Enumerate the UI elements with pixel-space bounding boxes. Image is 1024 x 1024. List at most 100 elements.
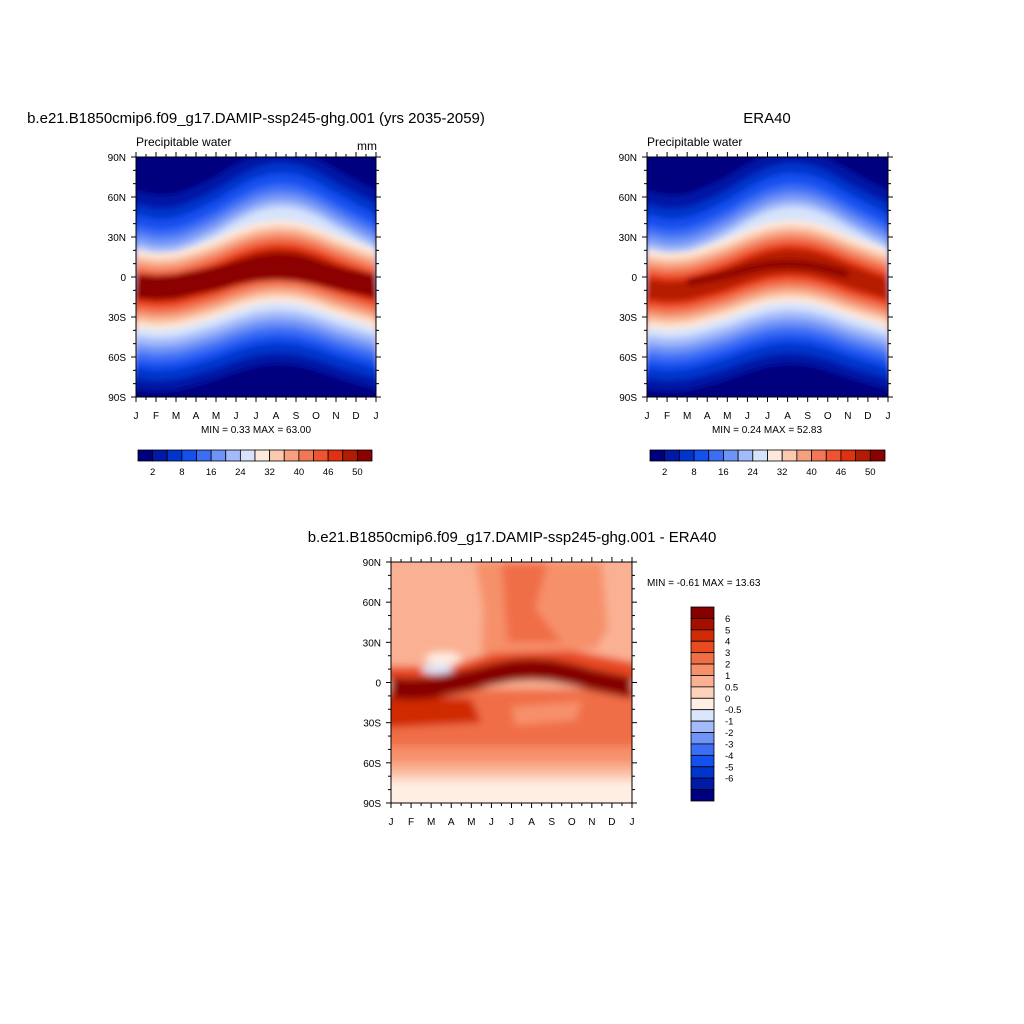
panel-obs-y-tick-label: 90N xyxy=(619,153,637,164)
panel-diff-x-tick-label: M xyxy=(467,817,475,828)
panel-diff-y-tick-label: 0 xyxy=(375,679,381,690)
panel-diff-band xyxy=(511,701,582,726)
panel-obs-y-tick-label: 30N xyxy=(619,233,637,244)
panel-diff-colorbar-box xyxy=(690,789,715,802)
panel-diff-colorbar-box xyxy=(690,652,715,665)
panel-model-colorbar-box xyxy=(166,449,183,462)
panel-obs-colorbar-box xyxy=(811,449,827,462)
panel-obs-colorbar-label: 8 xyxy=(691,467,696,478)
panel-diff-colorbar-box xyxy=(690,629,715,642)
panel-diff-colorbar-label: -0.5 xyxy=(725,705,741,716)
panel-obs-colorbar: 2 8 16 24 32 40 46 50 xyxy=(649,449,886,478)
panel-obs-x-tick-label: J xyxy=(765,411,770,422)
panel-obs-colorbar-box xyxy=(767,449,783,462)
panel-model-title: b.e21.B1850cmip6.f09_g17.DAMIP-ssp245-gh… xyxy=(27,110,485,127)
panel-obs-colorbar-box xyxy=(825,449,842,462)
panel-obs-stats: MIN = 0.24 MAX = 52.83 xyxy=(712,425,822,436)
panel-diff-colorbar-box xyxy=(690,743,715,756)
panel-model-x-tick-label: J xyxy=(374,411,379,422)
panel-obs-colorbar-box xyxy=(781,449,798,462)
panel-diff-colorbar-label: 3 xyxy=(725,648,730,659)
panel-diff-x-tick-label: M xyxy=(427,817,435,828)
panel-model-colorbar-box xyxy=(181,449,197,462)
panel-obs: ERA40 Precipitable water J F M A M J J A S O N D J 90… xyxy=(619,110,893,478)
panel-model-x-tick-label: O xyxy=(312,411,320,422)
panel-model: b.e21.B1850cmip6.f09_g17.DAMIP-ssp245-gh… xyxy=(27,110,485,478)
panel-diff-colorbar-box xyxy=(690,618,715,631)
panel-obs-x-tick-label: M xyxy=(683,411,691,422)
panel-diff-band xyxy=(391,696,482,728)
panel-obs-colorbar-box xyxy=(855,449,871,462)
panel-model-colorbar-box xyxy=(152,449,168,462)
panel-diff-colorbar-label: 1 xyxy=(725,671,730,682)
panel-diff-band xyxy=(501,562,562,643)
panel-diff-colorbar-box xyxy=(690,697,715,711)
panel-obs-axes: J F M A M J J A S O N D J 90N 60N 30N 0 30S 60S 90S xyxy=(619,152,893,422)
panel-model-colorbar-box xyxy=(225,449,241,462)
panel-obs-contour-bands xyxy=(647,157,888,397)
panel-obs-colorbar-box xyxy=(693,449,710,462)
panel-model-contour-field xyxy=(136,157,376,397)
panel-model-contour-bands xyxy=(136,157,376,397)
panel-obs-x-tick-label: O xyxy=(824,411,832,422)
panel-model-core xyxy=(136,255,376,300)
panel-obs-band xyxy=(647,363,888,397)
panel-model-y-tick-label: 90S xyxy=(108,393,126,404)
panel-diff-x-tick-label: F xyxy=(408,817,414,828)
panel-diff-colorbar-box xyxy=(690,766,715,779)
panel-model-colorbar-label: 50 xyxy=(352,467,363,478)
panel-model-x-tick-label: J xyxy=(254,411,259,422)
panel-diff-x-tick-label: A xyxy=(448,817,455,828)
panel-model-colorbar-label: 16 xyxy=(206,467,217,478)
panel-model-colorbar-label: 2 xyxy=(150,467,155,478)
panel-obs-colorbar-label: 46 xyxy=(836,467,847,478)
panel-diff-stats: MIN = -0.61 MAX = 13.63 xyxy=(647,578,761,589)
panel-obs-colorbar-label: 50 xyxy=(865,467,876,478)
panel-obs-colorbar-box xyxy=(796,449,812,462)
panel-diff-x-tick-label: J xyxy=(489,817,494,828)
panel-diff-colorbar-label: 6 xyxy=(725,614,730,625)
panel-diff-x-tick-label: J xyxy=(509,817,514,828)
panel-model-y-tick-label: 90N xyxy=(108,153,126,164)
panel-model-y-tick-label: 30N xyxy=(108,233,126,244)
panel-model-colorbar-box xyxy=(137,449,154,462)
panel-model-x-tick-label: N xyxy=(332,411,339,422)
panel-obs-x-tick-label: J xyxy=(886,411,891,422)
panel-model-colorbar-box xyxy=(298,449,314,462)
panel-obs-x-tick-label: F xyxy=(664,411,670,422)
panel-diff-colorbar-box xyxy=(690,663,715,676)
panel-diff-contour-bands xyxy=(391,562,632,803)
panel-model-colorbar-box xyxy=(210,449,227,462)
panel-diff-x-tick-label: D xyxy=(608,817,615,828)
panel-model-stats: MIN = 0.33 MAX = 63.00 xyxy=(201,425,311,436)
panel-model-axes: J F M A M J J A S O N D J 90N 60N 30N 0 30S 60S 90S xyxy=(108,152,381,422)
panel-diff-colorbar-label: 5 xyxy=(725,625,730,636)
panel-obs-colorbar-box xyxy=(664,449,680,462)
panel-diff-colorbar-label: -4 xyxy=(725,751,733,762)
panel-diff-colorbar-box xyxy=(690,754,715,768)
panel-model-colorbar-box xyxy=(356,449,373,462)
panel-obs-y-tick-label: 30S xyxy=(619,313,637,324)
panel-diff-colorbar-box xyxy=(690,720,715,733)
panel-obs-colorbar-box xyxy=(737,449,754,462)
panel-obs-y-tick-label: 60S xyxy=(619,353,637,364)
panel-diff-band xyxy=(421,664,454,675)
panel-obs-y-tick-label: 60N xyxy=(619,193,637,204)
panel-diff-x-tick-label: O xyxy=(568,817,576,828)
panel-diff-title: b.e21.B1850cmip6.f09_g17.DAMIP-ssp245-gh… xyxy=(308,529,717,546)
panel-diff: b.e21.B1850cmip6.f09_g17.DAMIP-ssp245-gh… xyxy=(308,529,761,828)
panel-model-colorbar-label: 32 xyxy=(264,467,275,478)
panel-obs-colorbar-label: 2 xyxy=(662,467,667,478)
panel-model-colorbar-label: 40 xyxy=(294,467,305,478)
panel-obs-x-tick-label: A xyxy=(784,411,791,422)
panel-obs-y-tick-label: 0 xyxy=(631,273,637,284)
panel-obs-colorbar-label: 32 xyxy=(777,467,788,478)
panel-model-x-tick-label: M xyxy=(172,411,180,422)
panel-diff-y-tick-label: 90S xyxy=(363,799,381,810)
panel-diff-colorbar-box xyxy=(690,606,715,619)
panel-obs-contour-field xyxy=(647,157,888,397)
panel-model-colorbar: 2 8 16 24 32 40 46 50 xyxy=(137,449,373,478)
panel-obs-y-tick-label: 90S xyxy=(619,393,637,404)
panel-diff-x-tick-label: J xyxy=(630,817,635,828)
